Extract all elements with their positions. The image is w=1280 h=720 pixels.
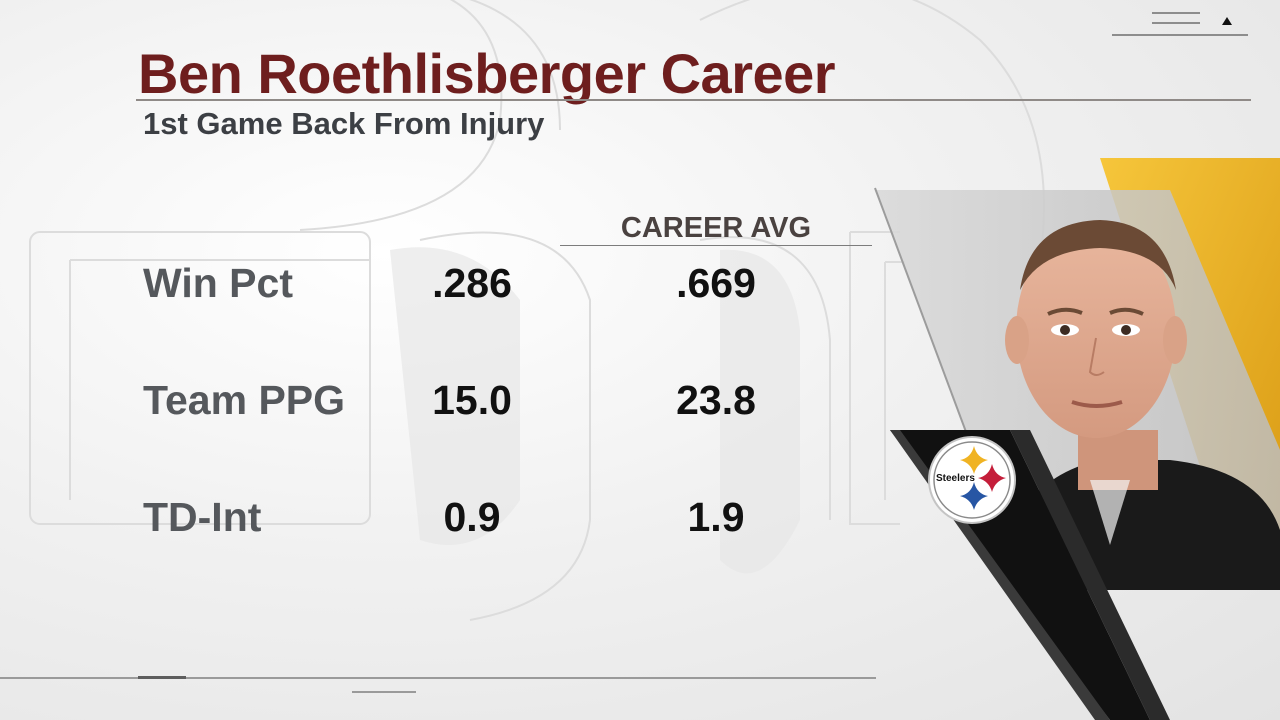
column-header-career-avg: CAREER AVG [620, 212, 812, 244]
column-header-rule [560, 245, 872, 246]
top-right-rule [1112, 34, 1248, 36]
row-value-td-int-injury: 0.9 [443, 494, 501, 540]
row-label-team-ppg: Team PPG [143, 377, 346, 423]
bottom-rule-accent [138, 676, 186, 679]
menu-lines-icon-bottom [1152, 22, 1200, 24]
graphic-title: Ben Roethlisberger Career [138, 42, 836, 105]
graphic-subtitle: 1st Game Back From Injury [143, 106, 545, 141]
row-label-td-int: TD-Int [143, 494, 262, 540]
menu-lines-icon [1152, 12, 1200, 14]
row-value-win-pct-injury: .286 [432, 260, 512, 306]
logo-wordmark: Steelers [936, 473, 975, 484]
up-arrow-icon [1222, 17, 1232, 25]
player-panel [874, 158, 1280, 720]
row-value-win-pct-career: .669 [676, 260, 756, 306]
row-value-team-ppg-career: 23.8 [676, 377, 756, 423]
row-value-td-int-career: 1.9 [687, 494, 745, 540]
steelers-logo-icon: Steelers [928, 436, 1016, 524]
bottom-rule-short [352, 691, 416, 693]
title-divider [136, 99, 1251, 101]
bottom-rule [0, 677, 876, 679]
row-label-win-pct: Win Pct [143, 260, 293, 306]
row-value-team-ppg-injury: 15.0 [432, 377, 512, 423]
